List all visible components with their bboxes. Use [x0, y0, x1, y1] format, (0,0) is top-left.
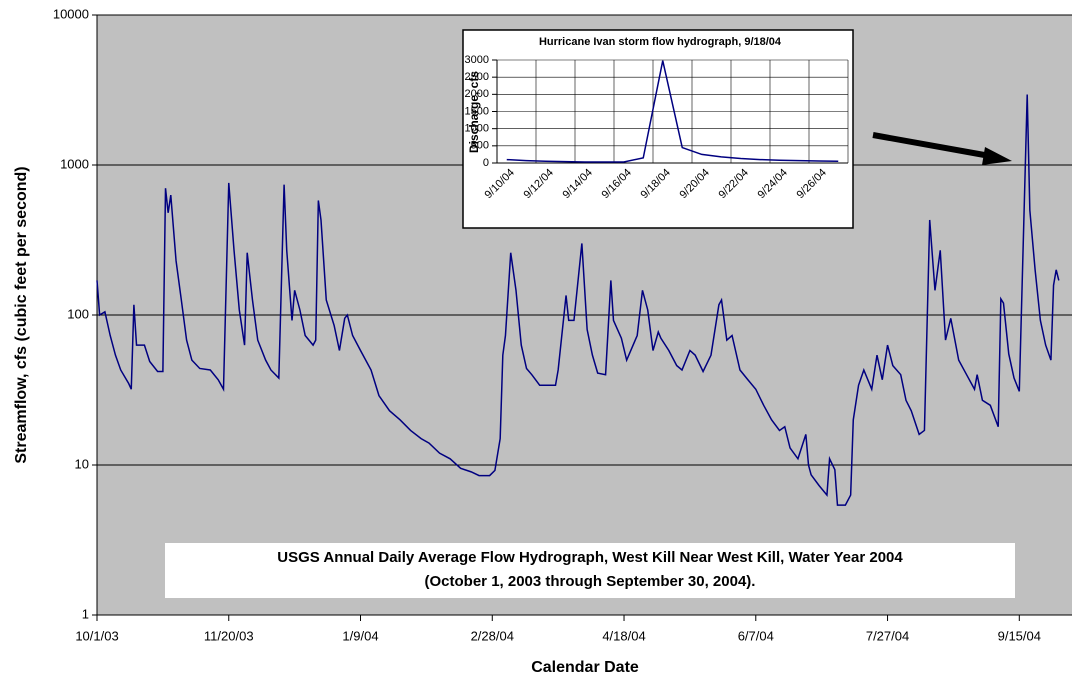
x-tick-label: 4/18/04 [602, 628, 645, 643]
y-tick-label: 1 [82, 606, 89, 621]
x-tick-label: 9/15/04 [998, 628, 1041, 643]
x-tick-label: 11/20/03 [204, 628, 254, 643]
y-tick-label: 0 [483, 157, 489, 169]
annotation: USGS Annual Daily Average Flow Hydrograp… [277, 549, 903, 566]
x-tick-label: 1/9/04 [342, 628, 378, 643]
data-line [506, 60, 839, 163]
data-line [96, 94, 1060, 506]
arrow-head [982, 147, 1012, 165]
x-tick-label: 6/7/04 [738, 628, 774, 643]
x-axis-label: Calendar Date [531, 659, 639, 676]
y-tick-label: 1500 [465, 105, 489, 117]
x-tick-label: 2/28/04 [471, 628, 514, 643]
x-tick-label: 10/1/03 [75, 628, 118, 643]
y-tick-label: 1000 [60, 156, 89, 171]
y-tick-label: 2500 [465, 71, 489, 83]
inset-title: Hurricane Ivan storm flow hydrograph, 9/… [539, 36, 782, 48]
inset-y-label: Discharge, cfs [467, 71, 481, 153]
x-tick-label: 7/27/04 [866, 628, 909, 643]
y-tick-label: 1000 [465, 123, 489, 135]
y-tick-label: 3000 [465, 54, 489, 66]
y-tick-label: 500 [471, 140, 489, 152]
y-axis-label: Streamflow, cfs (cubic feet per second) [13, 166, 30, 463]
y-tick-label: 2000 [465, 88, 489, 100]
y-tick-label: 10000 [53, 6, 89, 21]
y-tick-label: 100 [67, 306, 89, 321]
arrow-shaft [872, 132, 991, 159]
y-tick-label: 10 [75, 456, 89, 471]
annotation-box [165, 543, 1015, 598]
inset-frame [462, 29, 854, 229]
annotation: (October 1, 2003 through September 30, 2… [425, 573, 756, 590]
